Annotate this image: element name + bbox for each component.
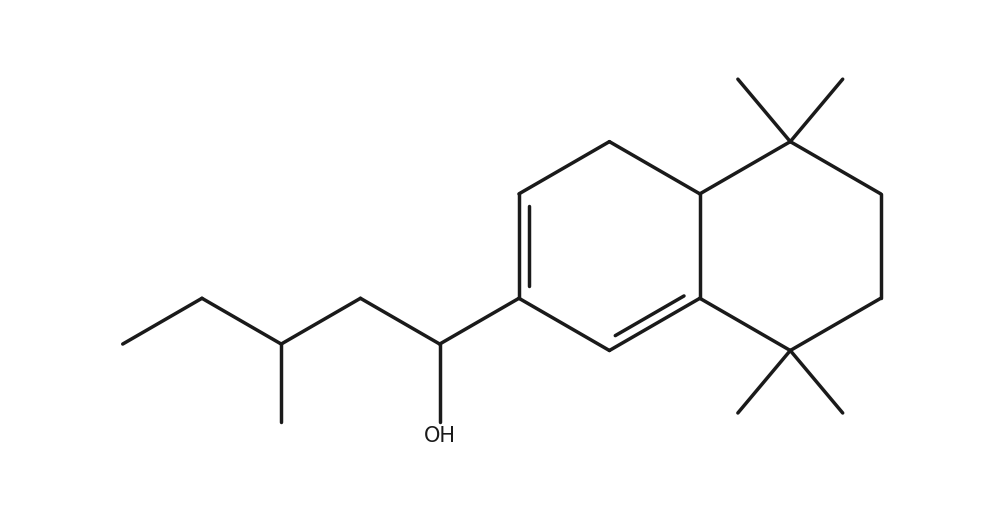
Text: OH: OH [423,426,455,446]
